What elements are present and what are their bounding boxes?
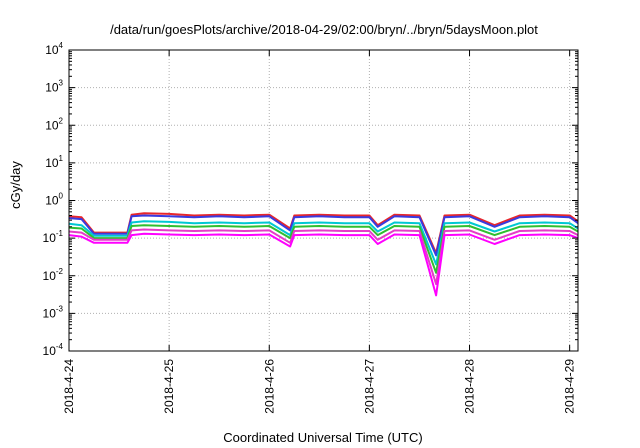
y-tick-label: 10-4 bbox=[43, 342, 64, 358]
x-tick-label: 2018-4-26 bbox=[262, 359, 276, 414]
series-line-4 bbox=[68, 224, 579, 274]
series-line-3 bbox=[68, 220, 579, 266]
y-tick-label: 10-1 bbox=[43, 229, 64, 245]
x-tick-label: 2018-4-29 bbox=[563, 359, 577, 414]
x-tick-label: 2018-4-25 bbox=[162, 359, 176, 414]
x-axis-ticks: 2018-4-24 2018-4-25 2018-4-26 2018-4-27 2018… bbox=[62, 50, 577, 414]
y-tick-label: 102 bbox=[45, 116, 63, 132]
series-line-5 bbox=[68, 228, 579, 286]
chart-title: /data/run/goesPlots/archive/2018-04-29/0… bbox=[110, 22, 538, 37]
x-tick-label: 2018-4-27 bbox=[362, 359, 376, 414]
y-axis-ticks: 10-4 10-3 10-2 10-1 100 101 102 103 104 bbox=[43, 41, 578, 358]
series-line-1 bbox=[68, 212, 579, 255]
y-tick-label: 100 bbox=[45, 192, 63, 208]
x-tick-label: 2018-4-28 bbox=[463, 359, 477, 414]
y-axis-label: cGy/day bbox=[8, 161, 23, 209]
y-tick-label: 103 bbox=[45, 79, 63, 95]
series-line-2 bbox=[68, 214, 579, 257]
y-tick-label: 101 bbox=[45, 154, 63, 170]
x-axis-label: Coordinated Universal Time (UTC) bbox=[223, 430, 422, 445]
y-tick-label: 10-3 bbox=[43, 304, 64, 320]
x-tick-label: 2018-4-24 bbox=[62, 359, 76, 414]
series-lines bbox=[68, 212, 579, 297]
grid bbox=[69, 50, 578, 351]
y-tick-label: 10-2 bbox=[43, 267, 64, 283]
y-tick-label: 104 bbox=[45, 41, 63, 57]
series-line-6 bbox=[68, 232, 579, 297]
